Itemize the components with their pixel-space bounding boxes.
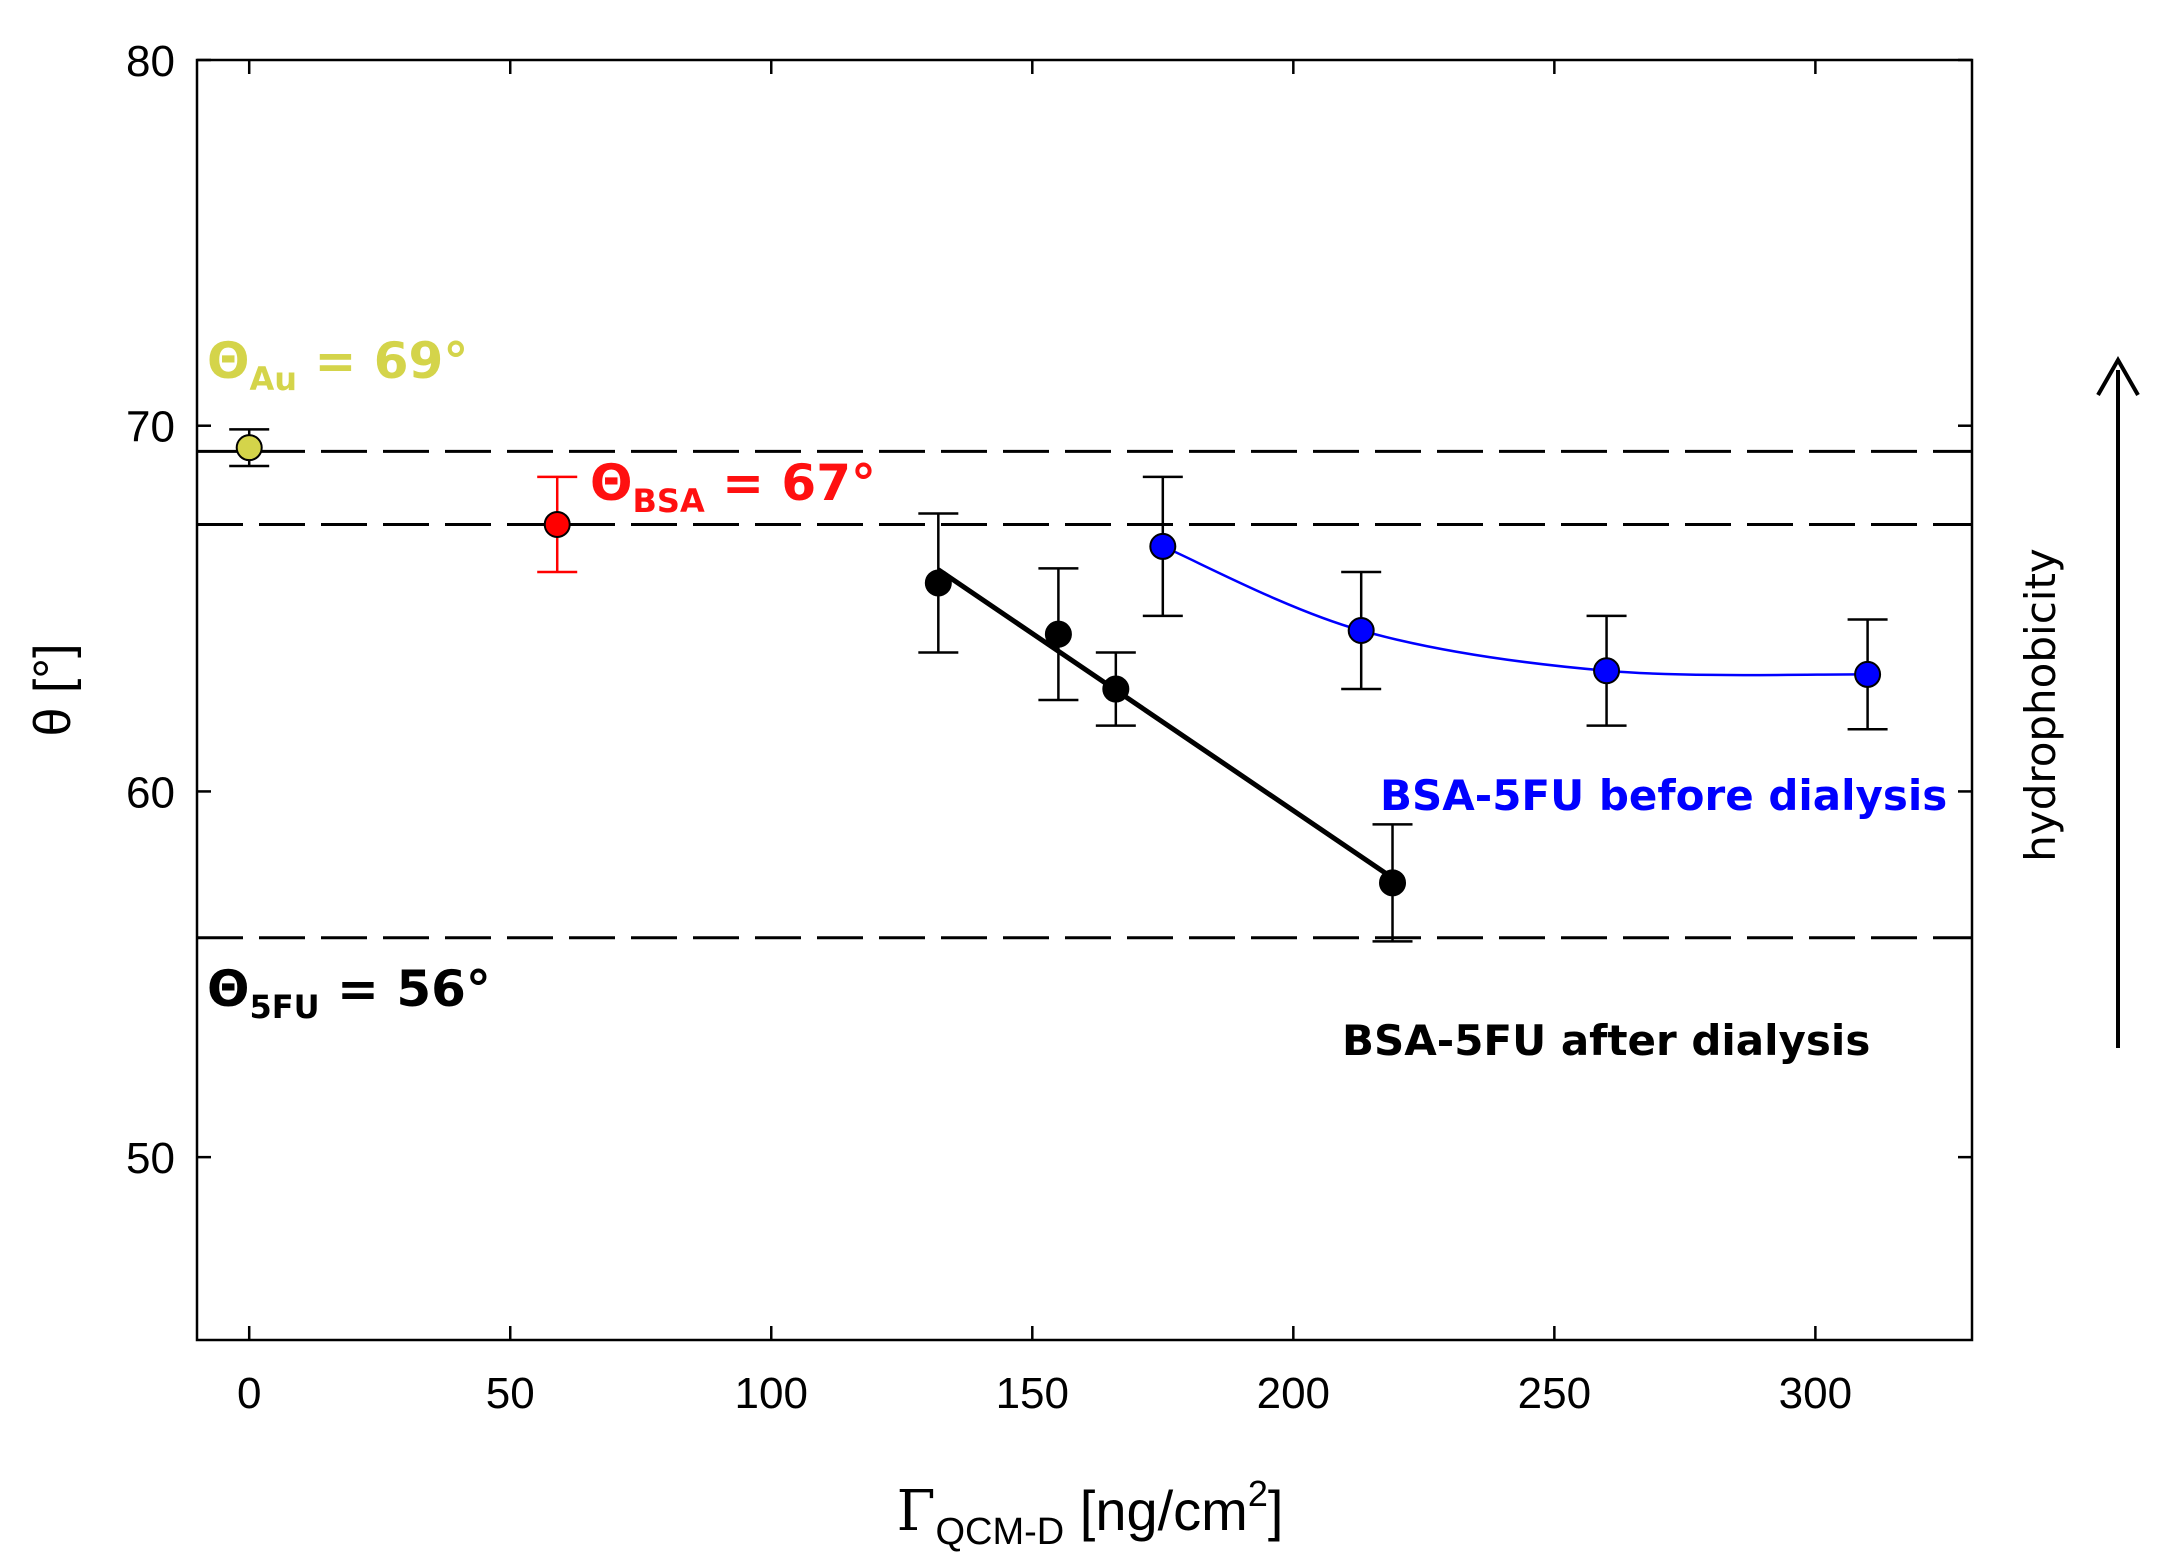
error-bars <box>229 428 1888 943</box>
x-tick-label: 250 <box>1518 1369 1591 1418</box>
x-axis-title: ΓQCM-D [ng/cm2] <box>897 1473 1284 1553</box>
x-axis-subscript: QCM-D <box>935 1511 1064 1553</box>
x-tick-label: 150 <box>996 1369 1069 1418</box>
label-before-dialysis: BSA-5FU before dialysis <box>1380 771 1947 820</box>
data-point-bsa-5fu-before-dialysis <box>1854 660 1882 688</box>
annotation-5fu-base: Θ <box>207 960 250 1018</box>
y-tick-label: 80 <box>126 37 175 86</box>
data-point-bsa-5fu-before-dialysis <box>1593 657 1621 685</box>
y-tick-label: 50 <box>126 1134 175 1183</box>
axes: 0 50 100 150 200 250 300 50 60 70 80 <box>126 37 1972 1418</box>
reference-lines <box>197 449 1972 940</box>
x-tick-label: 200 <box>1257 1369 1330 1418</box>
x-axis-unit-sup: 2 <box>1248 1473 1268 1514</box>
data-point-bsa-5fu-before-dialysis <box>1149 532 1177 560</box>
y-axis-title: θ [°] <box>24 643 82 736</box>
annotation-bsa-rest: = 67° <box>705 454 876 512</box>
data-point-bsa <box>543 510 571 538</box>
x-tick-label: 300 <box>1779 1369 1852 1418</box>
hydrophobicity-arrow-icon <box>2096 355 2140 1048</box>
x-tick-label: 50 <box>486 1369 535 1418</box>
x-tick-label: 100 <box>735 1369 808 1418</box>
data-point-bsa-5fu-before-dialysis <box>1347 617 1375 645</box>
data-point-bsa-5fu-after-dialysis <box>1102 675 1130 703</box>
annotation-5fu-rest: = 56° <box>320 960 491 1018</box>
label-after-dialysis: BSA-5FU after dialysis <box>1342 1016 1870 1065</box>
x-axis-symbol: Γ <box>897 1479 936 1544</box>
annotation-theta-bsa: ΘBSA = 67° <box>590 454 876 520</box>
annotation-au-base: Θ <box>207 332 250 390</box>
annotation-bsa-sub: BSA <box>633 482 705 520</box>
fit-line-after-dialysis <box>936 567 1394 880</box>
curve-before-dialysis <box>1162 545 1868 677</box>
annotation-au-sub: Au <box>250 360 298 398</box>
hydrophobicity-label: hydrophobicity <box>2016 548 2065 862</box>
plot-frame <box>195 58 1974 1342</box>
data-point-au <box>235 434 263 462</box>
annotation-theta-5fu: Θ5FU = 56° <box>207 960 491 1026</box>
data-point-bsa-5fu-after-dialysis <box>1379 869 1407 897</box>
data-point-bsa-5fu-after-dialysis <box>924 569 952 597</box>
x-axis-unit-close: ] <box>1268 1479 1284 1542</box>
y-tick-label: 60 <box>126 768 175 817</box>
annotation-5fu-sub: 5FU <box>250 988 320 1026</box>
y-tick-label: 70 <box>126 403 175 452</box>
annotation-au-rest: = 69° <box>297 332 468 390</box>
data-point-bsa-5fu-after-dialysis <box>1044 620 1072 648</box>
annotation-bsa-base: Θ <box>590 454 633 512</box>
data-points <box>235 434 1882 897</box>
x-axis-unit: [ng/cm <box>1064 1479 1248 1542</box>
x-tick-label: 0 <box>237 1369 261 1418</box>
series-lines <box>936 545 1868 880</box>
annotation-theta-au: ΘAu = 69° <box>207 332 468 398</box>
